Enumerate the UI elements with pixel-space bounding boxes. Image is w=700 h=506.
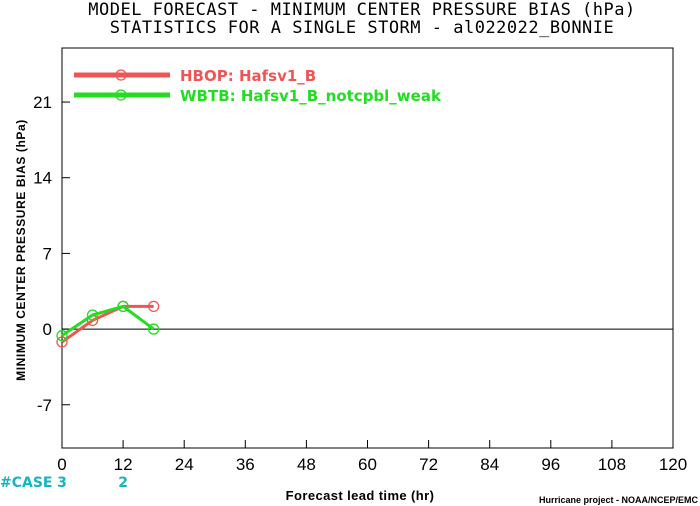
x-tick-label: 24 xyxy=(175,455,194,474)
legend-marker-1 xyxy=(115,69,127,81)
y-tick-label: 21 xyxy=(33,93,52,112)
legend-marker-2 xyxy=(115,89,127,101)
x-tick-label: 12 xyxy=(114,455,133,474)
y-axis-label: MINIMUM CENTER PRESSURE BIAS (hPa) xyxy=(14,119,28,381)
y-tick-label: -7 xyxy=(37,396,52,415)
credit-text: Hurricane project - NOAA/NCEP/EMC xyxy=(539,495,699,505)
y-tick-label: 0 xyxy=(43,320,52,339)
x-tick-label: 96 xyxy=(541,455,560,474)
series-line-1 xyxy=(61,304,154,344)
plot-frame xyxy=(61,47,674,449)
x-tick-label: 60 xyxy=(358,455,377,474)
x-tick-label: 108 xyxy=(598,455,626,474)
legend-entry-2: WBTB: Hafsv1_B_notcpbl_weak xyxy=(180,87,442,105)
series-2-point xyxy=(56,329,68,342)
case-label: #CASE xyxy=(0,475,53,491)
x-tick-label: 0 xyxy=(57,455,66,474)
x-tick-label: 84 xyxy=(480,455,499,474)
x-tick-label: 36 xyxy=(236,455,255,474)
x-tick-label: 120 xyxy=(659,455,687,474)
series-1-point xyxy=(56,336,68,348)
case-count: 2 xyxy=(118,475,128,491)
x-axis-label: Forecast lead time (hr) xyxy=(286,488,435,503)
x-tick-label: 48 xyxy=(297,455,316,474)
y-tick-label: 14 xyxy=(33,169,52,188)
series-line-2 xyxy=(61,304,155,337)
series-2-point xyxy=(147,323,160,335)
chart-subtitle: STATISTICS FOR A SINGLE STORM - al022022… xyxy=(109,18,615,38)
x-tick-label: 72 xyxy=(419,455,438,474)
series-2-point xyxy=(117,300,129,313)
y-tick-label: 7 xyxy=(43,244,52,263)
legend-entry-1: HBOP: Hafsv1_B xyxy=(180,67,316,85)
series-1-point xyxy=(147,300,160,313)
chart-title: MODEL FORECAST - MINIMUM CENTER PRESSURE… xyxy=(88,0,636,20)
series-2-point xyxy=(86,309,99,321)
case-count: 3 xyxy=(57,475,67,491)
